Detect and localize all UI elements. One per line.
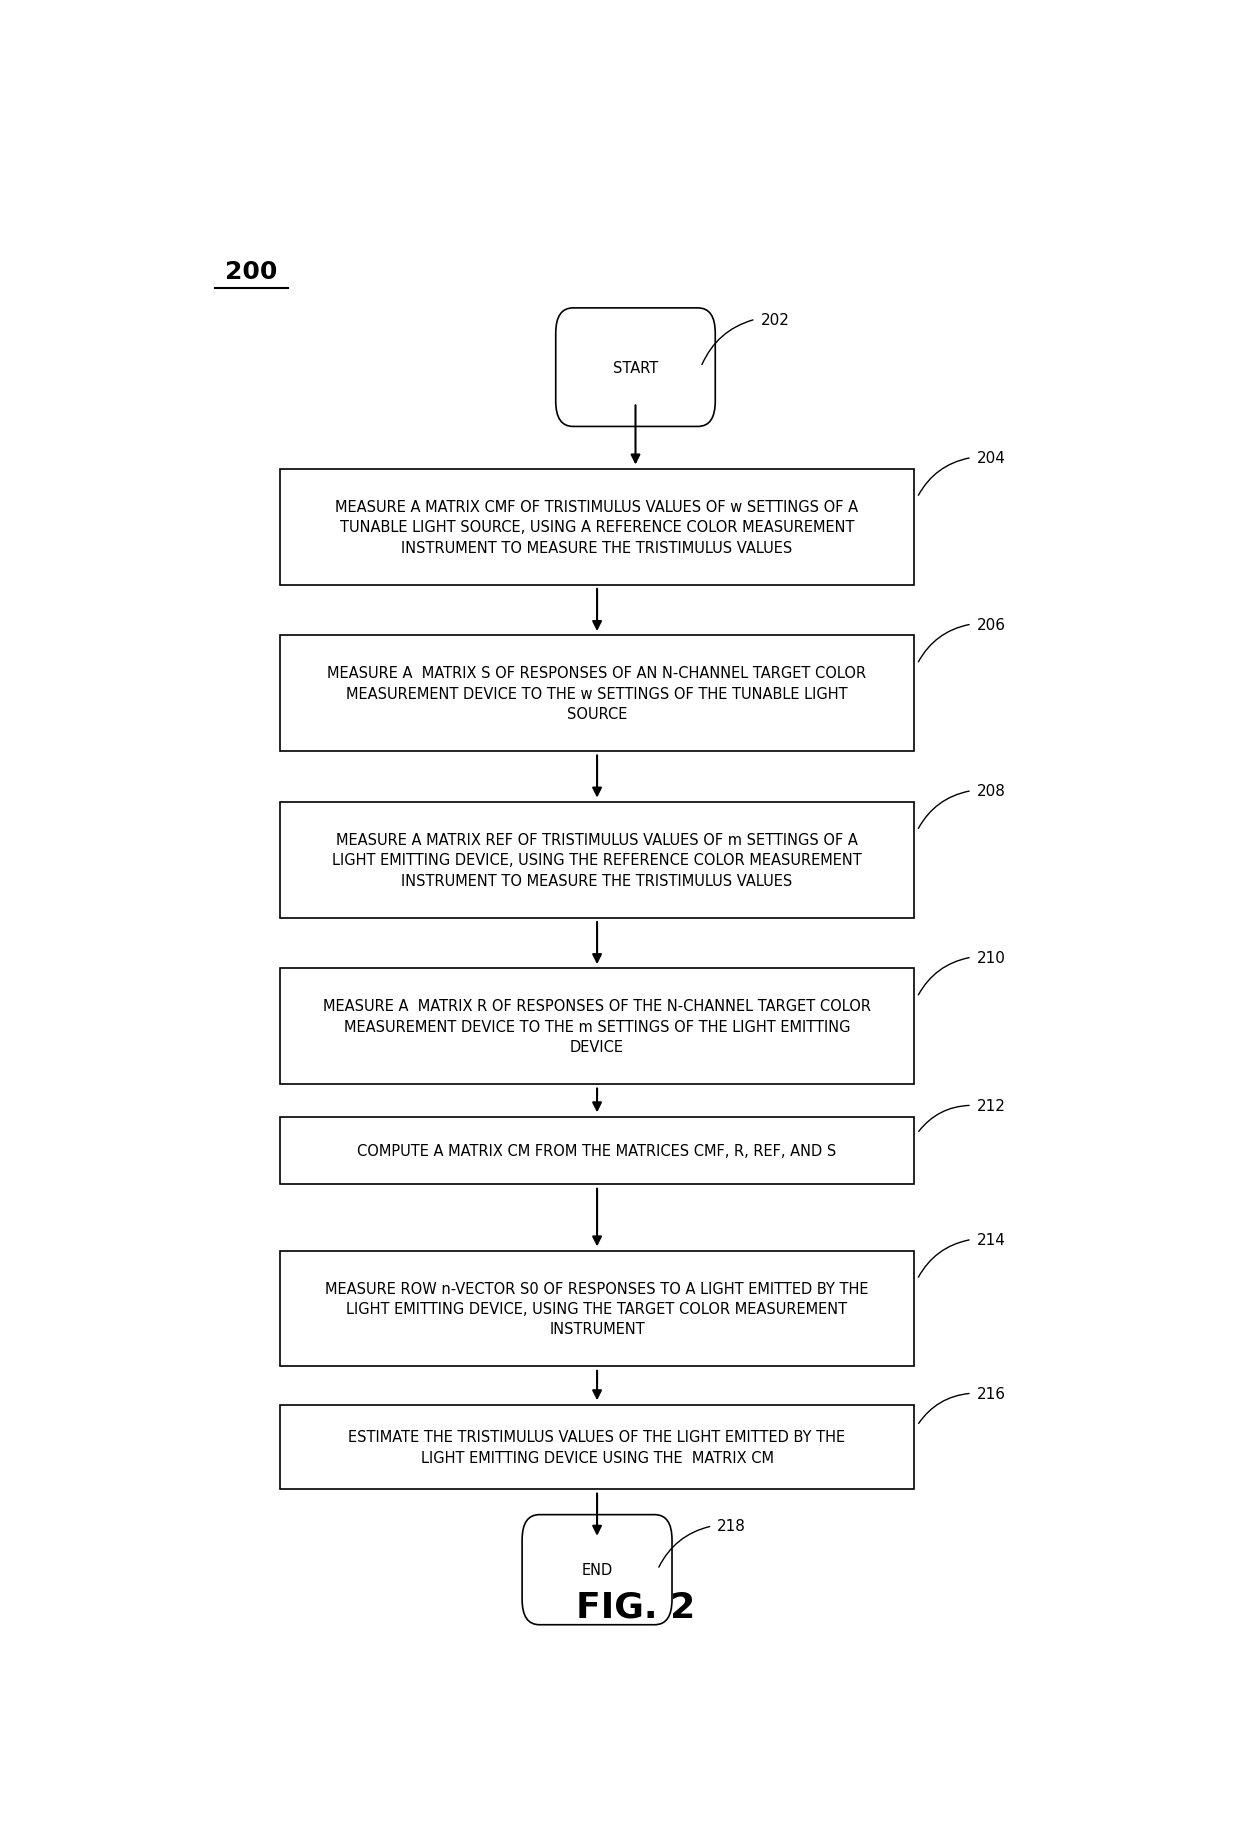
Text: 204: 204 [977,451,1006,465]
Text: MEASURE ROW n-VECTOR S0 OF RESPONSES TO A LIGHT EMITTED BY THE
LIGHT EMITTING DE: MEASURE ROW n-VECTOR S0 OF RESPONSES TO … [325,1281,869,1337]
Text: COMPUTE A MATRIX CM FROM THE MATRICES CMF, R, REF, AND S: COMPUTE A MATRIX CM FROM THE MATRICES CM… [357,1143,837,1158]
FancyBboxPatch shape [280,1405,914,1489]
Text: MEASURE A MATRIX REF OF TRISTIMULUS VALUES OF m SETTINGS OF A
LIGHT EMITTING DEV: MEASURE A MATRIX REF OF TRISTIMULUS VALU… [332,832,862,889]
Text: 210: 210 [977,951,1006,965]
Text: 200: 200 [224,260,278,284]
Text: MEASURE A  MATRIX R OF RESPONSES OF THE N-CHANNEL TARGET COLOR
MEASUREMENT DEVIC: MEASURE A MATRIX R OF RESPONSES OF THE N… [324,998,870,1055]
FancyBboxPatch shape [280,1118,914,1185]
Text: ESTIMATE THE TRISTIMULUS VALUES OF THE LIGHT EMITTED BY THE
LIGHT EMITTING DEVIC: ESTIMATE THE TRISTIMULUS VALUES OF THE L… [348,1429,846,1466]
Text: 206: 206 [977,617,1006,632]
FancyBboxPatch shape [280,1251,914,1367]
Text: START: START [613,361,658,376]
FancyBboxPatch shape [280,469,914,584]
Text: MEASURE A  MATRIX S OF RESPONSES OF AN N-CHANNEL TARGET COLOR
MEASUREMENT DEVICE: MEASURE A MATRIX S OF RESPONSES OF AN N-… [327,665,867,722]
Text: 216: 216 [977,1387,1006,1401]
Text: FIG. 2: FIG. 2 [575,1590,696,1623]
FancyBboxPatch shape [280,802,914,918]
Text: END: END [582,1563,613,1577]
Text: 214: 214 [977,1233,1006,1248]
Text: 218: 218 [717,1519,746,1533]
FancyBboxPatch shape [280,636,914,751]
FancyBboxPatch shape [280,969,914,1085]
FancyBboxPatch shape [522,1515,672,1625]
Text: 202: 202 [760,313,790,328]
Text: MEASURE A MATRIX CMF OF TRISTIMULUS VALUES OF w SETTINGS OF A
TUNABLE LIGHT SOUR: MEASURE A MATRIX CMF OF TRISTIMULUS VALU… [336,500,858,555]
FancyBboxPatch shape [556,310,715,427]
Text: 212: 212 [977,1097,1006,1114]
Text: 208: 208 [977,784,1006,799]
